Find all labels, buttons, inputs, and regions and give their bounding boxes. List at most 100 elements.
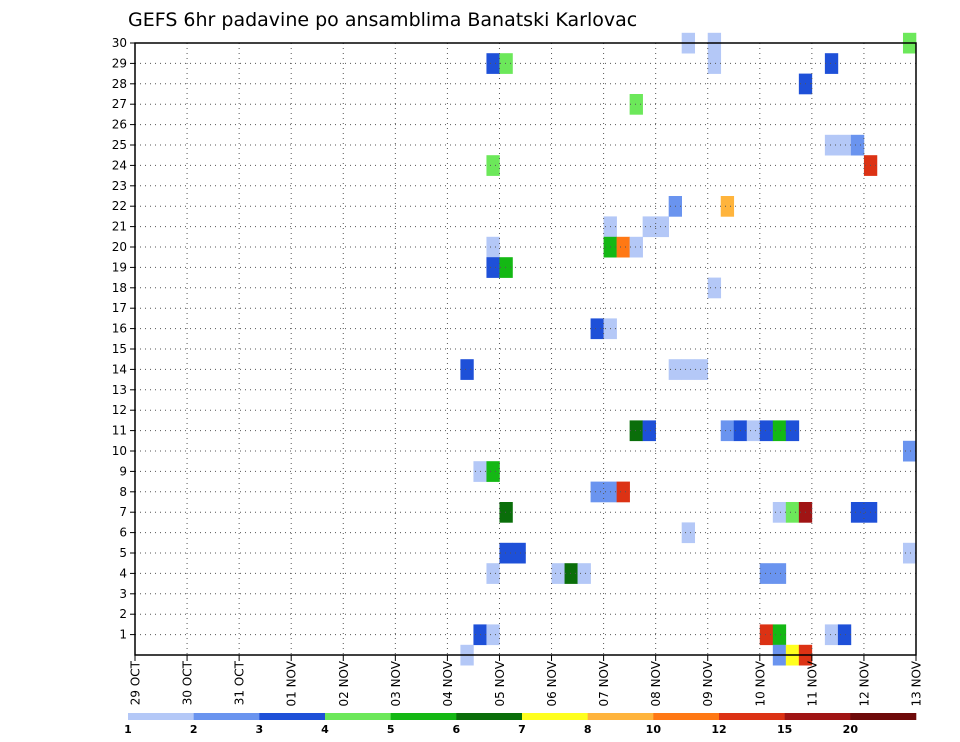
precip-cell — [824, 53, 839, 74]
y-tick-label: 9 — [119, 464, 127, 478]
precip-cell — [590, 481, 604, 503]
precip-cell — [746, 420, 761, 442]
y-tick-label: 20 — [112, 240, 127, 254]
legend-swatch — [128, 713, 194, 720]
legend-swatch — [390, 713, 457, 720]
precip-cell — [499, 542, 513, 564]
y-tick-label: 22 — [112, 199, 127, 213]
x-tick-label: 04 NOV — [441, 660, 455, 706]
precip-cell — [824, 134, 839, 156]
y-tick-label: 23 — [112, 179, 127, 193]
precip-cell — [785, 420, 800, 442]
y-tick-label: 13 — [112, 383, 127, 397]
y-tick-label: 11 — [112, 424, 127, 438]
x-tick-label: 02 NOV — [337, 660, 351, 706]
legend-tick-label: 8 — [584, 723, 592, 736]
legend-tick-label: 2 — [190, 723, 198, 736]
x-tick-label: 30 OCT — [181, 660, 195, 705]
precip-cell — [772, 563, 787, 584]
precip-cell — [499, 502, 513, 523]
x-tick-label: 10 NOV — [753, 660, 767, 706]
y-tick-label: 30 — [112, 36, 127, 50]
precip-cell — [902, 440, 917, 462]
x-tick-label: 13 NOV — [910, 660, 924, 706]
y-tick-label: 16 — [112, 322, 127, 336]
precip-cell — [460, 359, 474, 380]
precip-cell — [512, 542, 526, 564]
grid-layer — [135, 42, 916, 655]
precip-cell — [642, 216, 656, 238]
y-tick-label: 4 — [119, 566, 127, 580]
precip-cell — [720, 420, 735, 442]
legend-swatch — [719, 713, 785, 720]
x-tick-label: 08 NOV — [649, 660, 663, 706]
legend-swatch — [456, 713, 523, 720]
precip-cell — [837, 134, 852, 156]
x-tick-label: 06 NOV — [545, 660, 559, 706]
precip-cell — [759, 420, 774, 442]
y-tick-label: 8 — [119, 485, 127, 499]
precip-cell — [772, 502, 787, 523]
precip-cell — [707, 277, 722, 299]
y-tick-label: 7 — [119, 505, 127, 519]
x-tick-label: 07 NOV — [597, 660, 611, 706]
precip-cell — [616, 236, 630, 258]
chart-title: GEFS 6hr padavine po ansamblima Banatski… — [128, 9, 637, 31]
y-tick-label: 18 — [112, 281, 127, 295]
x-tick-label: 05 NOV — [493, 660, 507, 706]
precip-cell — [486, 53, 500, 74]
precip-cell — [629, 94, 643, 115]
precip-cell — [707, 53, 722, 74]
y-tick-label: 6 — [119, 526, 127, 540]
precip-cell — [486, 155, 500, 176]
legend-swatch — [784, 713, 851, 720]
precip-cell — [694, 359, 709, 380]
y-tick-label: 24 — [112, 158, 127, 172]
x-tick-label: 31 OCT — [233, 660, 247, 705]
legend-swatch — [193, 713, 260, 720]
legend-tick-label: 3 — [256, 723, 264, 736]
precip-cell — [499, 53, 513, 74]
y-tick-label: 2 — [119, 607, 127, 621]
y-tick-label: 5 — [119, 546, 127, 560]
precip-cell — [642, 420, 656, 442]
precip-cell — [902, 542, 917, 564]
precip-cell — [590, 318, 604, 340]
precip-cell — [486, 257, 500, 278]
legend-tick-label: 10 — [646, 723, 662, 736]
precip-cell — [551, 563, 565, 584]
precip-cell — [772, 624, 787, 646]
precip-cell — [850, 134, 865, 156]
y-tick-label: 17 — [112, 301, 127, 315]
legend-tick-label: 6 — [453, 723, 461, 736]
legend-swatch — [325, 713, 391, 720]
cells-layer — [460, 32, 917, 666]
precip-cell — [655, 216, 669, 238]
precip-cell — [759, 563, 774, 584]
y-tick-label: 21 — [112, 220, 127, 234]
precip-cell — [486, 236, 500, 258]
y-tick-label: 3 — [119, 587, 127, 601]
y-tick-label: 28 — [112, 77, 127, 91]
precip-cell — [681, 522, 696, 544]
y-tick-label: 15 — [112, 342, 127, 356]
y-tick-label: 10 — [112, 444, 127, 458]
y-tick-label: 27 — [112, 97, 127, 111]
precip-cell — [629, 420, 643, 442]
precip-cell — [837, 624, 852, 646]
legend-swatch — [259, 713, 326, 720]
x-tick-label: 11 NOV — [805, 660, 819, 706]
y-tick-label: 14 — [112, 362, 127, 376]
legend-tick-label: 7 — [518, 723, 526, 736]
legend-swatch — [522, 713, 588, 720]
legend-tick-label: 12 — [711, 723, 726, 736]
legend-tick-label: 1 — [124, 723, 132, 736]
color-legend: 1 2 3 4 5 6 7 8 10 12 15 20 — [124, 713, 917, 736]
x-tick-label: 03 NOV — [389, 660, 403, 706]
legend-tick-label: 20 — [843, 723, 859, 736]
y-axis: 1234567891011121314151617181920212223242… — [112, 36, 135, 642]
y-tick-label: 25 — [112, 138, 127, 152]
precip-cell — [785, 502, 800, 523]
x-tick-label: 12 NOV — [857, 660, 871, 706]
